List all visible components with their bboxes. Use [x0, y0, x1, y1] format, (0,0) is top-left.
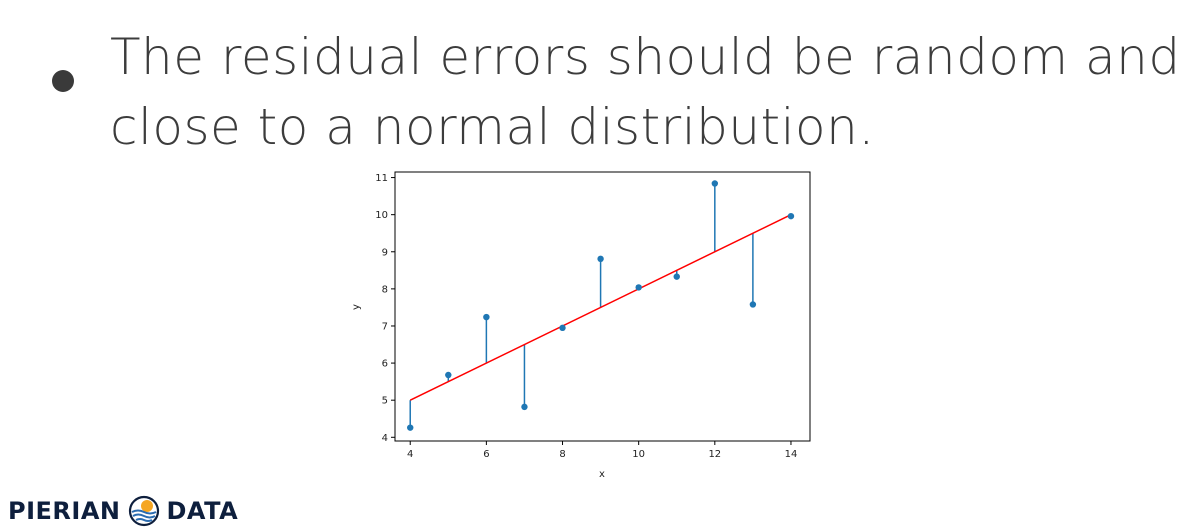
data-point — [787, 212, 795, 220]
regression-line — [409, 213, 792, 401]
data-point — [521, 403, 528, 411]
logo-text-right: DATA — [166, 497, 239, 525]
logo-text-left: PIERIAN — [8, 497, 121, 525]
data-point — [635, 284, 642, 291]
x-tick-label: 12 — [708, 449, 721, 460]
y-tick-label: 8 — [382, 284, 388, 295]
data-point — [673, 273, 680, 280]
x-tick-label: 6 — [483, 449, 489, 460]
sun-over-waves-icon — [129, 495, 160, 527]
bullet-text: The residual errors should be random and… — [110, 22, 1180, 162]
plot-frame — [394, 171, 811, 442]
residual-scatter-chart: 4 6 8 10 12 14 4 5 6 7 8 9 10 11 x y — [351, 171, 811, 480]
data-point — [711, 180, 719, 187]
data-point — [597, 255, 604, 263]
data-point — [749, 301, 757, 308]
y-tick-label: 11 — [375, 173, 388, 184]
x-tick-label: 8 — [559, 449, 565, 460]
data-point — [483, 313, 490, 321]
y-tick-label: 7 — [382, 321, 388, 332]
bullet-line-2: close to a normal distribution. — [110, 98, 875, 156]
data-point — [559, 324, 566, 332]
x-tick-label: 14 — [785, 449, 798, 460]
data-point — [445, 371, 452, 379]
pierian-data-logo: PIERIAN DATA — [8, 494, 238, 528]
x-axis-label: x — [599, 469, 605, 480]
data-point — [407, 424, 414, 431]
y-tick-label: 6 — [382, 359, 388, 370]
y-tick-label: 10 — [375, 210, 388, 221]
bullet-line-1: The residual errors should be random and — [110, 28, 1181, 86]
x-tick-label: 4 — [407, 449, 413, 460]
x-tick-label: 10 — [632, 449, 645, 460]
y-tick-label: 4 — [382, 433, 388, 444]
y-tick-label: 5 — [382, 396, 388, 407]
bullet-dot-icon — [52, 70, 74, 92]
y-tick-label: 9 — [382, 247, 388, 258]
y-axis-label: y — [351, 304, 362, 310]
